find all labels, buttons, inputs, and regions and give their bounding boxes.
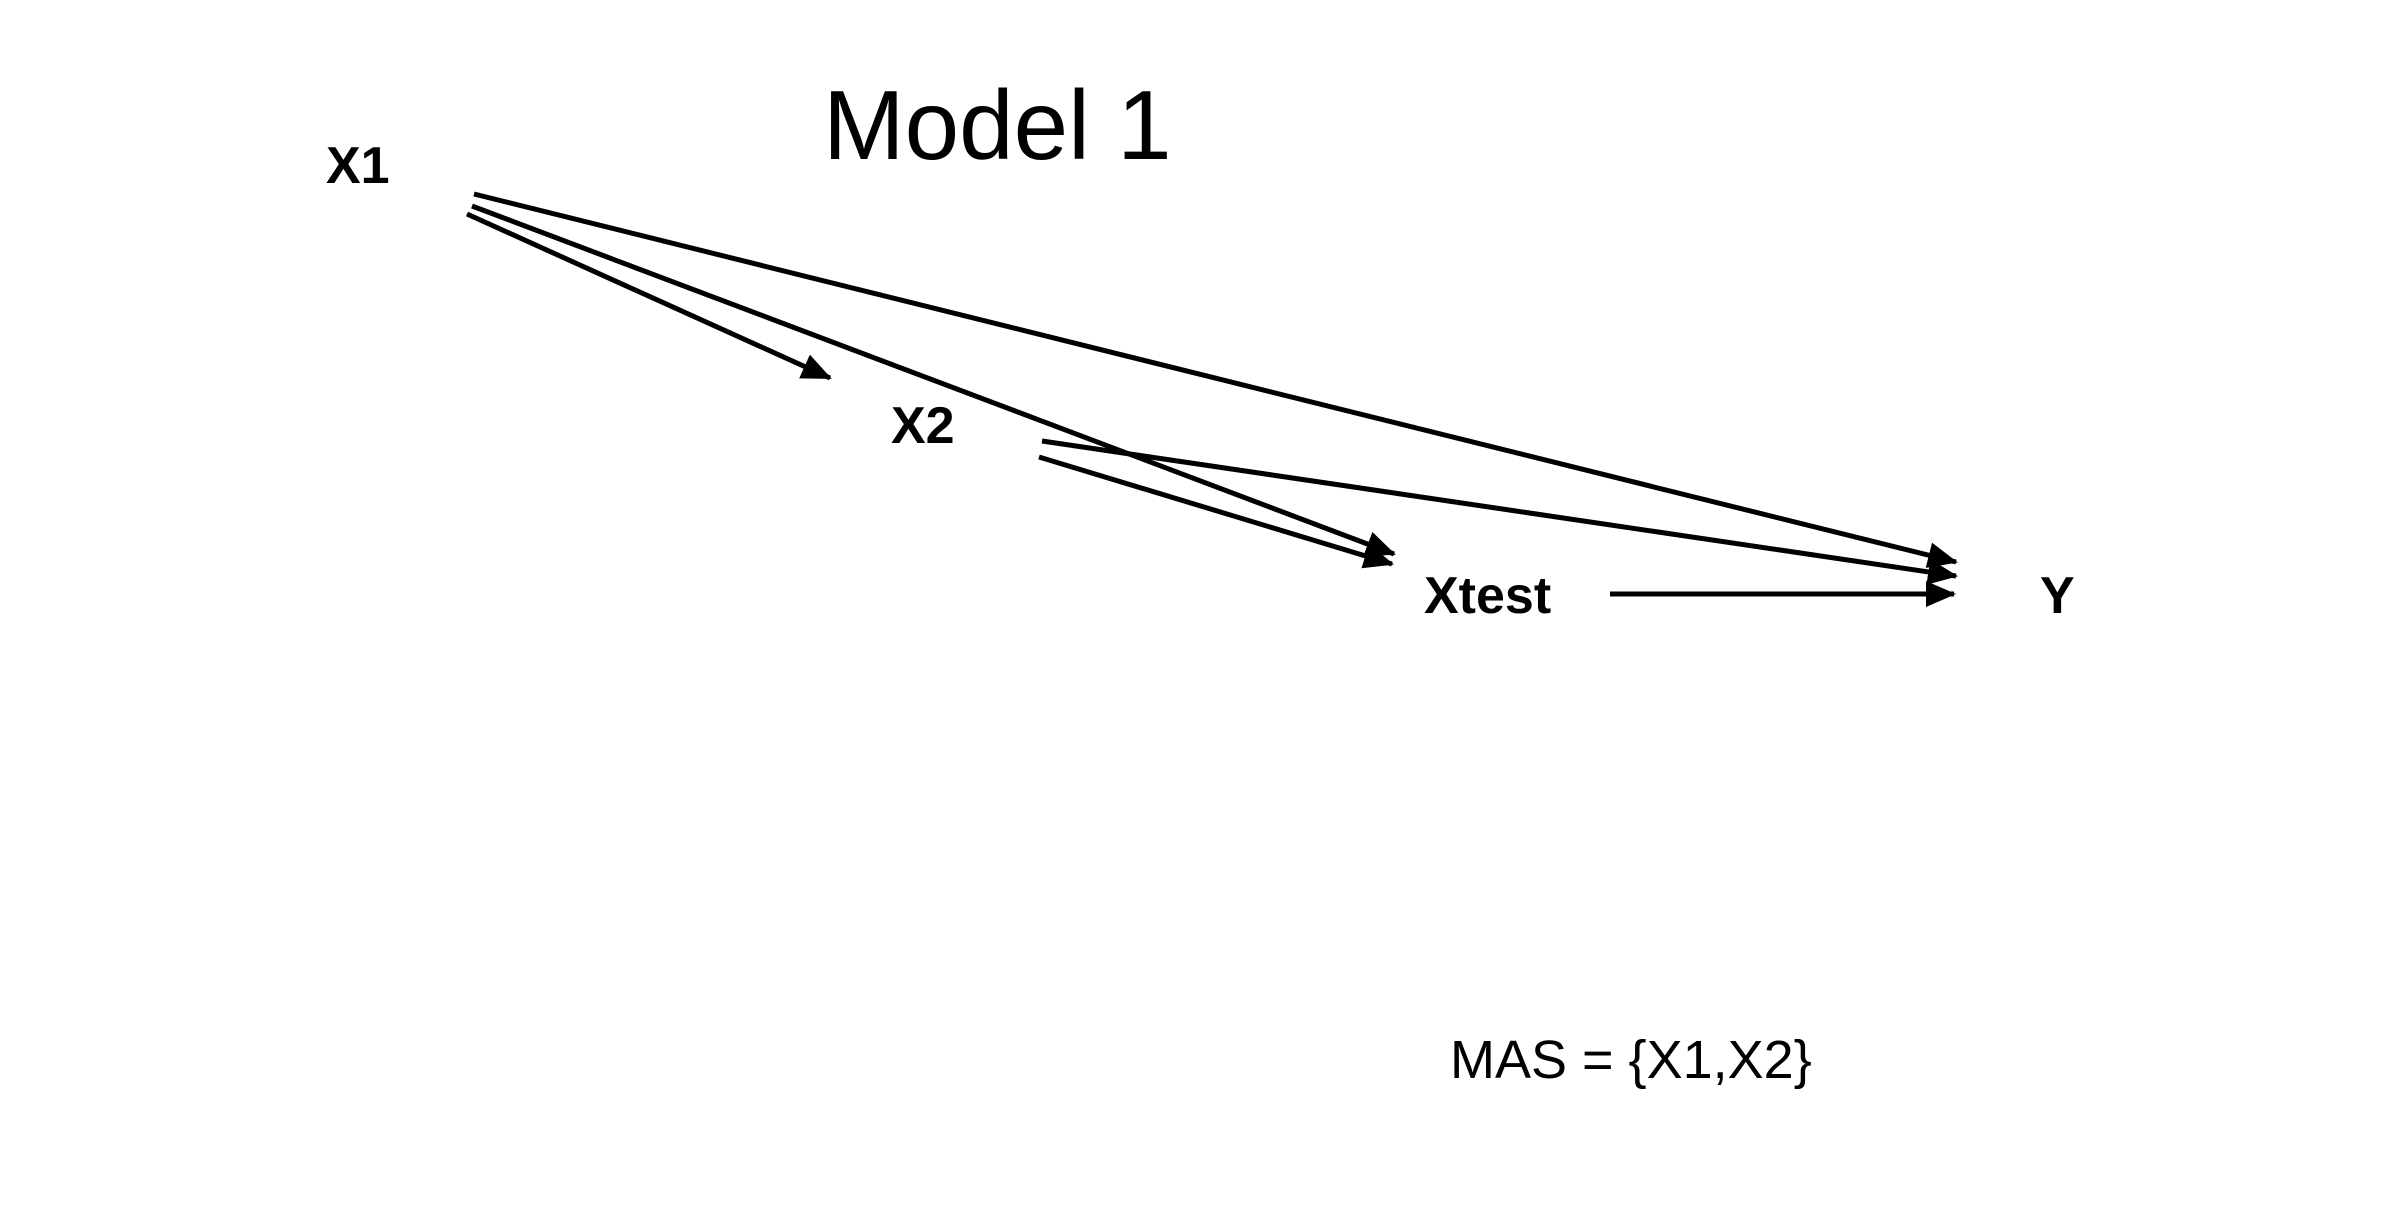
mas-caption: MAS = {X1,X2} [1450,1033,1812,1087]
edge-x1-y [474,194,1956,562]
node-x1: X1 [326,140,390,192]
edge-x1-xtest [472,206,1394,554]
diagram-title: Model 1 [823,76,1172,174]
node-x2: X2 [891,400,955,452]
node-xtest: Xtest [1424,570,1551,622]
edge-x2-xtest [1039,457,1392,564]
node-y: Y [2040,570,2075,622]
edge-x2-y [1042,441,1956,576]
